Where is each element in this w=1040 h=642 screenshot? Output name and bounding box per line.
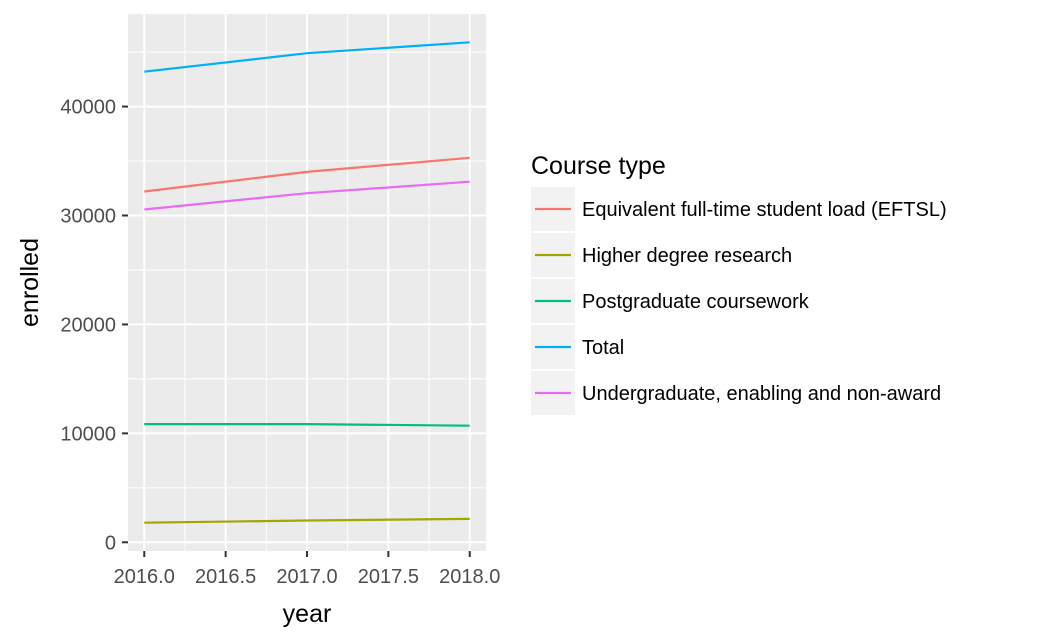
legend-label: Undergraduate, enabling and non-award (582, 383, 941, 405)
y-axis-title: enrolled (16, 238, 44, 327)
x-tick-label: 2017.0 (276, 566, 337, 588)
series-line (144, 180, 470, 211)
grid-lines (128, 14, 486, 551)
legend-label: Higher degree research (582, 245, 792, 267)
legend: Course type Equivalent full-time student… (531, 152, 947, 415)
series-line (144, 156, 470, 193)
series-line (144, 517, 470, 524)
axes: 2016.0 2016.5 2017.0 2017.5 2018.0 0 10000 2000… (60, 97, 500, 588)
y-tick-label: 0 (105, 532, 116, 554)
y-tick-label: 10000 (60, 423, 116, 445)
legend-title: Course type (531, 152, 666, 180)
x-tick-label: 2016.0 (114, 566, 175, 588)
y-tick-label: 20000 (60, 314, 116, 336)
series-lines (144, 41, 470, 524)
legend-label: Postgraduate coursework (582, 291, 810, 313)
y-tick-label: 40000 (60, 97, 116, 119)
legend-label: Total (582, 337, 624, 359)
x-tick-label: 2016.5 (195, 566, 256, 588)
series-line (144, 423, 470, 427)
series-line (144, 41, 470, 73)
x-tick-label: 2018.0 (439, 566, 500, 588)
y-tick-label: 30000 (60, 206, 116, 228)
legend-label: Equivalent full-time student load (EFTSL… (582, 199, 947, 221)
x-axis-title: year (283, 600, 332, 628)
x-tick-label: 2017.5 (358, 566, 419, 588)
